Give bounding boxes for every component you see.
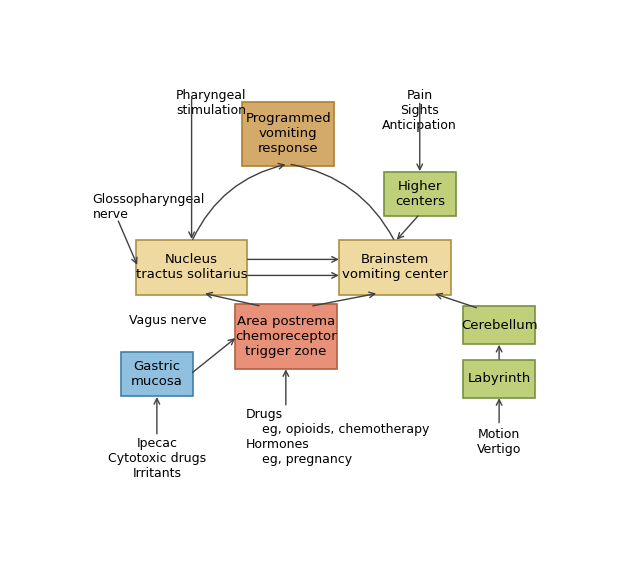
FancyBboxPatch shape xyxy=(243,102,334,166)
Text: Nucleus
tractus solitarius: Nucleus tractus solitarius xyxy=(136,253,248,281)
FancyBboxPatch shape xyxy=(384,172,456,216)
FancyBboxPatch shape xyxy=(136,240,248,295)
Text: Gastric
mucosa: Gastric mucosa xyxy=(131,360,183,388)
FancyBboxPatch shape xyxy=(235,304,337,369)
Text: Vagus nerve: Vagus nerve xyxy=(129,314,207,327)
Text: Cerebellum: Cerebellum xyxy=(461,319,538,332)
Text: Pharyngeal
stimulation: Pharyngeal stimulation xyxy=(176,90,246,117)
Text: Labyrinth: Labyrinth xyxy=(467,372,531,385)
Text: Area postrema
chemoreceptor
trigger zone: Area postrema chemoreceptor trigger zone xyxy=(235,315,337,358)
FancyBboxPatch shape xyxy=(121,352,193,397)
Text: Pain
Sights
Anticipation: Pain Sights Anticipation xyxy=(382,90,457,132)
Text: Higher
centers: Higher centers xyxy=(395,180,445,208)
Text: Glossopharyngeal
nerve: Glossopharyngeal nerve xyxy=(92,193,205,221)
Text: Ipecac
Cytotoxic drugs
Irritants: Ipecac Cytotoxic drugs Irritants xyxy=(108,436,206,480)
FancyBboxPatch shape xyxy=(339,240,451,295)
Text: Drugs
    eg, opioids, chemotherapy
Hormones
    eg, pregnancy: Drugs eg, opioids, chemotherapy Hormones… xyxy=(246,407,429,466)
Text: Motion
Vertigo: Motion Vertigo xyxy=(477,428,522,455)
FancyBboxPatch shape xyxy=(463,360,535,398)
FancyBboxPatch shape xyxy=(463,306,535,344)
Text: Brainstem
vomiting center: Brainstem vomiting center xyxy=(342,253,448,281)
Text: Programmed
vomiting
response: Programmed vomiting response xyxy=(246,112,331,155)
